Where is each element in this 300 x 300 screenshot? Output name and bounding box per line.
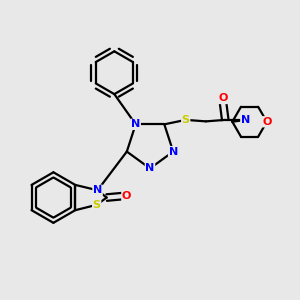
Text: N: N — [131, 119, 140, 129]
Text: N: N — [169, 147, 178, 157]
Text: N: N — [146, 164, 154, 173]
Text: O: O — [122, 191, 131, 201]
Text: N: N — [241, 115, 250, 125]
Text: S: S — [182, 115, 190, 125]
Text: O: O — [262, 117, 272, 127]
Text: O: O — [218, 94, 228, 103]
Text: S: S — [93, 200, 101, 210]
Text: N: N — [93, 185, 102, 195]
